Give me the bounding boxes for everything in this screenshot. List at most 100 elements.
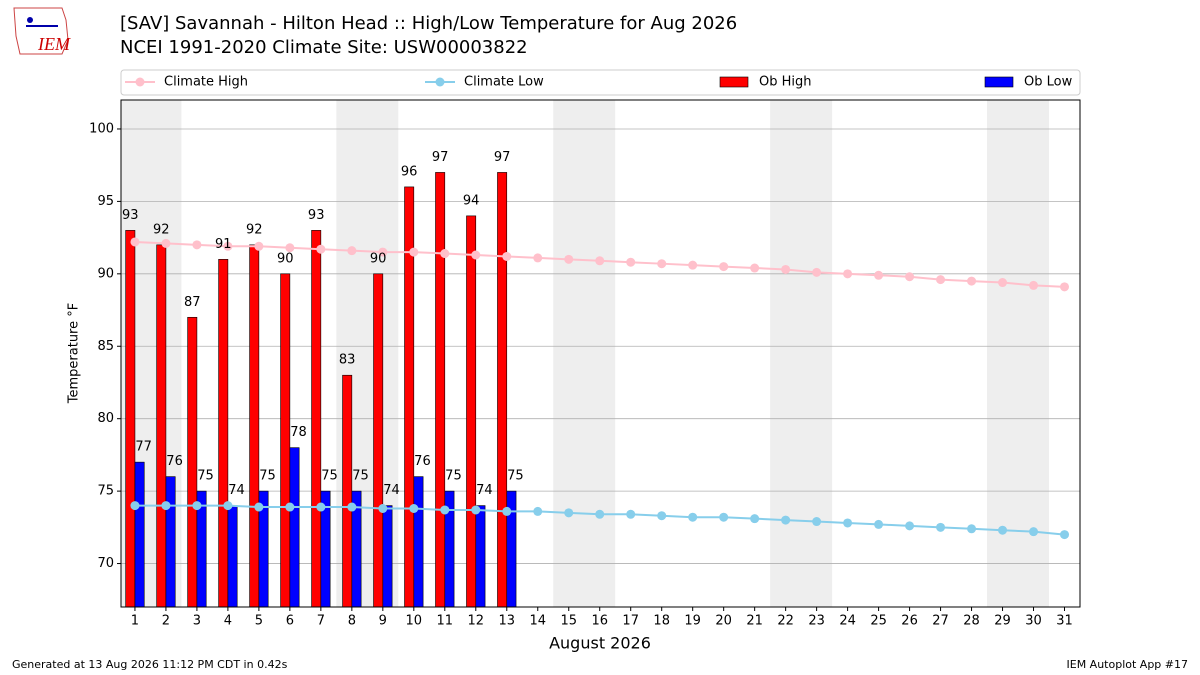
data-label: 93 xyxy=(122,208,139,223)
data-label: 75 xyxy=(321,469,338,484)
point xyxy=(378,247,388,257)
point xyxy=(967,524,977,534)
point xyxy=(998,525,1008,535)
bar xyxy=(165,476,176,607)
point xyxy=(192,501,202,511)
legend-label: Ob Low xyxy=(1024,75,1073,90)
bar xyxy=(342,374,353,607)
point xyxy=(223,241,233,251)
x-tick-label: 3 xyxy=(193,614,201,629)
x-tick-label: 15 xyxy=(560,614,577,629)
x-tick-label: 19 xyxy=(684,614,701,629)
point xyxy=(130,237,140,247)
point xyxy=(719,262,729,272)
point xyxy=(471,505,481,515)
footer-left: Generated at 13 Aug 2026 11:12 PM CDT in… xyxy=(12,658,288,671)
bar xyxy=(156,244,167,607)
point xyxy=(533,506,543,516)
point xyxy=(936,522,946,532)
point xyxy=(657,259,667,269)
point xyxy=(564,254,574,264)
y-tick-label: 100 xyxy=(89,121,114,136)
x-tick-label: 28 xyxy=(963,614,980,629)
x-tick-label: 21 xyxy=(746,614,763,629)
x-tick-label: 12 xyxy=(468,614,485,629)
point xyxy=(1029,280,1039,290)
x-tick-label: 30 xyxy=(1025,614,1042,629)
data-label: 83 xyxy=(339,353,356,368)
point xyxy=(657,511,667,521)
point xyxy=(595,509,605,519)
x-tick-label: 20 xyxy=(715,614,732,629)
point xyxy=(1029,527,1039,537)
point xyxy=(905,272,915,282)
data-label: 75 xyxy=(259,469,276,484)
weekend-shade xyxy=(987,100,1050,607)
point xyxy=(130,501,140,511)
point xyxy=(781,264,791,274)
bar xyxy=(506,490,517,607)
point xyxy=(812,517,822,527)
weekend-shade xyxy=(770,100,833,607)
bar xyxy=(413,476,424,607)
point xyxy=(750,263,760,273)
plot-frame xyxy=(120,99,1081,608)
x-tick-label: 14 xyxy=(529,614,546,629)
x-tick-label: 29 xyxy=(994,614,1011,629)
data-label: 94 xyxy=(463,193,480,208)
point xyxy=(440,505,450,515)
point xyxy=(502,506,512,516)
bar xyxy=(227,505,238,607)
plot-area xyxy=(121,100,1080,607)
y-axis-label: Temperature °F xyxy=(67,303,82,404)
x-tick-label: 18 xyxy=(653,614,670,629)
point xyxy=(750,514,760,524)
point xyxy=(378,503,388,513)
x-tick-label: 31 xyxy=(1056,614,1073,629)
point xyxy=(223,501,233,511)
x-tick-label: 24 xyxy=(839,614,856,629)
data-label: 90 xyxy=(277,251,294,266)
bar xyxy=(404,186,415,607)
point xyxy=(688,260,698,270)
point xyxy=(936,275,946,285)
x-tick-label: 13 xyxy=(498,614,515,629)
point xyxy=(1060,282,1070,292)
point xyxy=(254,502,264,512)
bar xyxy=(475,505,486,607)
x-tick-label: 2 xyxy=(162,614,170,629)
bar xyxy=(497,172,508,607)
data-label: 92 xyxy=(153,222,170,237)
point xyxy=(347,246,357,256)
y-tick-label: 75 xyxy=(97,484,114,499)
point xyxy=(998,278,1008,288)
data-label: 90 xyxy=(370,251,387,266)
data-label: 75 xyxy=(197,469,214,484)
data-label: 78 xyxy=(290,425,307,440)
point xyxy=(192,240,202,250)
legend-swatch xyxy=(719,76,749,88)
point xyxy=(1060,530,1070,540)
bar xyxy=(280,273,291,607)
legend-swatch xyxy=(984,76,1014,88)
bar xyxy=(444,490,455,607)
bar xyxy=(218,259,229,607)
footer-right: IEM Autoplot App #17 xyxy=(1067,658,1189,671)
point xyxy=(967,276,977,286)
point xyxy=(533,253,543,263)
legend-box xyxy=(120,69,1081,96)
point xyxy=(316,502,326,512)
x-tick-label: 23 xyxy=(808,614,825,629)
legend-marker xyxy=(135,77,145,87)
data-label: 74 xyxy=(383,483,400,498)
logo-text: IEM xyxy=(37,34,71,54)
point xyxy=(316,244,326,254)
point xyxy=(161,238,171,248)
point xyxy=(688,512,698,522)
bar xyxy=(187,316,198,607)
weekend-shade xyxy=(553,100,616,607)
point xyxy=(347,502,357,512)
bar xyxy=(382,505,393,607)
legend-marker xyxy=(435,77,445,87)
point xyxy=(719,512,729,522)
